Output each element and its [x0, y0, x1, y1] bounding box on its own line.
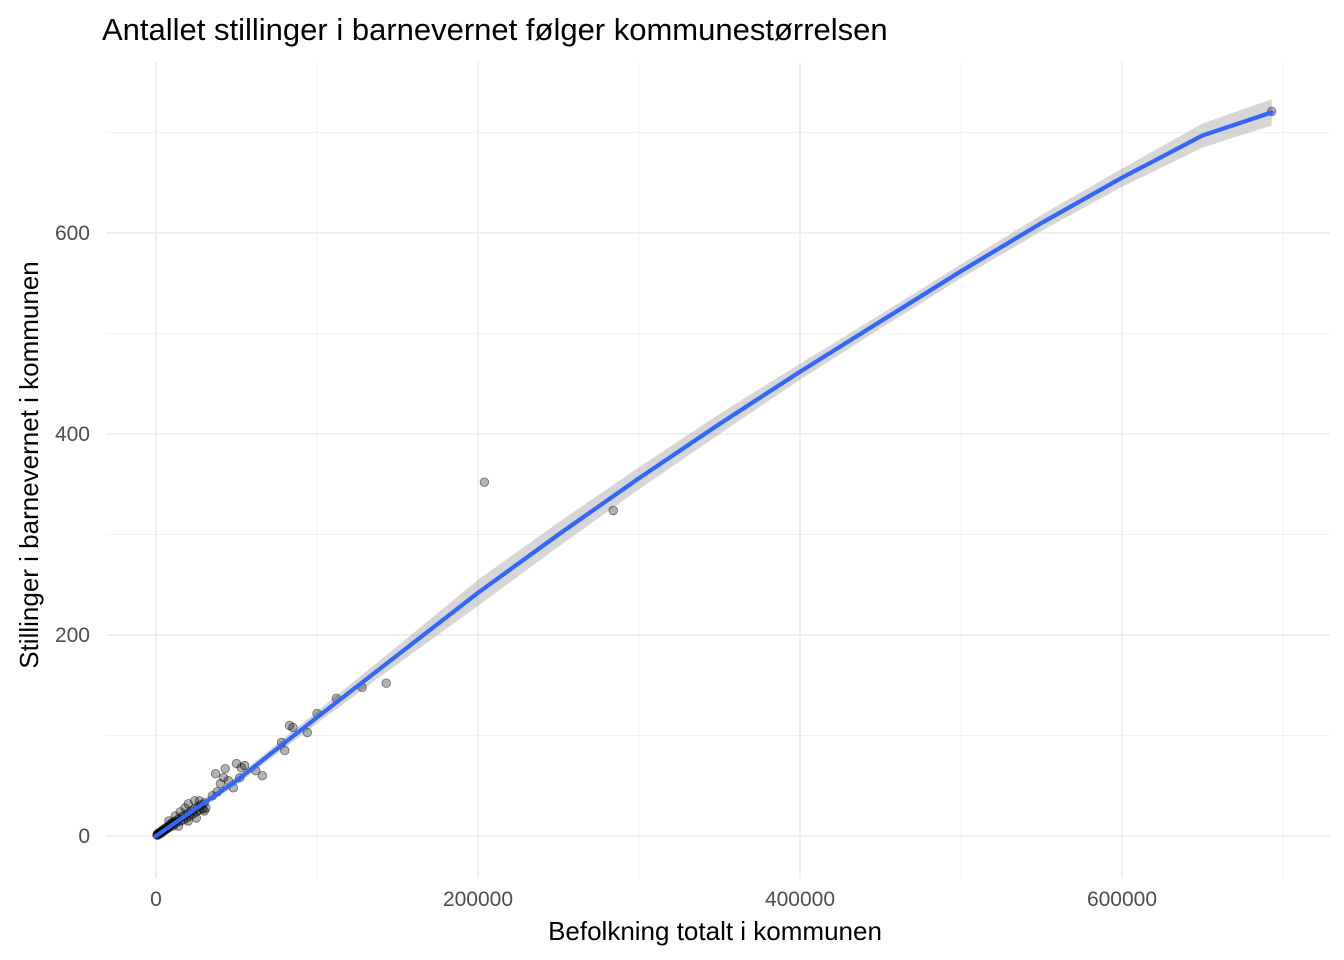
data-point — [257, 771, 268, 781]
y-tick-labels: 0 200 400 600 — [55, 222, 90, 848]
data-point — [191, 813, 202, 823]
data-point — [183, 816, 193, 826]
data-point — [302, 727, 313, 738]
data-point — [220, 764, 230, 774]
data-points-layer — [152, 106, 1277, 840]
confidence-band-layer — [156, 99, 1272, 840]
data-point — [280, 745, 290, 756]
data-point — [239, 760, 250, 771]
x-tick-label: 600000 — [1087, 888, 1157, 911]
x-tick-label: 200000 — [443, 888, 513, 911]
smooth-line-layer — [153, 110, 1274, 839]
data-point — [479, 477, 490, 487]
x-tick-label: 400000 — [765, 888, 835, 911]
x-axis-title: Befolkning totalt i kommunen — [548, 916, 882, 946]
confidence-band — [156, 99, 1272, 840]
data-point — [218, 773, 229, 783]
data-point — [210, 769, 221, 779]
y-tick-label: 0 — [78, 825, 90, 848]
y-axis-title: Stillinger i barnevernet i kommunen — [14, 261, 44, 669]
y-tick-label: 400 — [55, 423, 90, 446]
smooth-trend-line — [153, 110, 1274, 839]
data-point — [288, 722, 298, 733]
x-tick-labels: 0 200000 400000 600000 — [150, 888, 1157, 911]
data-point — [381, 678, 391, 688]
data-point — [189, 796, 200, 806]
data-point — [608, 505, 618, 516]
y-tick-label: 600 — [55, 222, 90, 245]
data-point — [199, 806, 210, 816]
minor-gridlines — [106, 62, 1330, 878]
x-tick-label: 0 — [150, 888, 162, 911]
major-gridlines — [106, 62, 1330, 878]
chart-title: Antallet stillinger i barnevernet følger… — [102, 12, 888, 47]
y-tick-label: 200 — [55, 624, 90, 647]
